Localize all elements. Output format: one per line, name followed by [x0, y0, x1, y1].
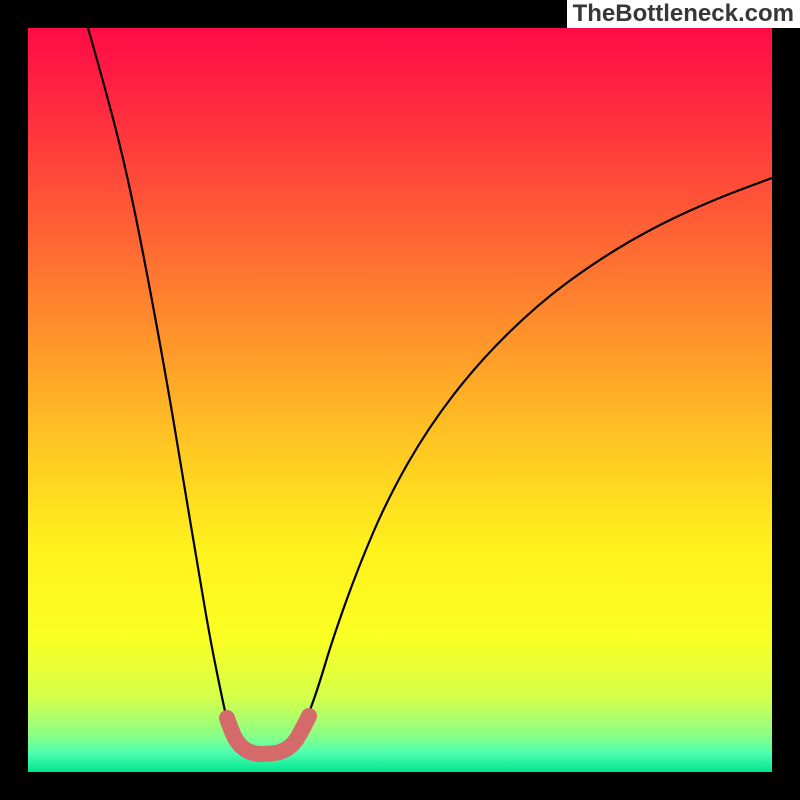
watermark-text: TheBottleneck.com	[567, 0, 800, 28]
chart-container: TheBottleneck.com	[0, 0, 800, 800]
plot-area	[28, 28, 772, 772]
chart-svg	[28, 28, 772, 772]
gradient-background	[28, 28, 772, 772]
